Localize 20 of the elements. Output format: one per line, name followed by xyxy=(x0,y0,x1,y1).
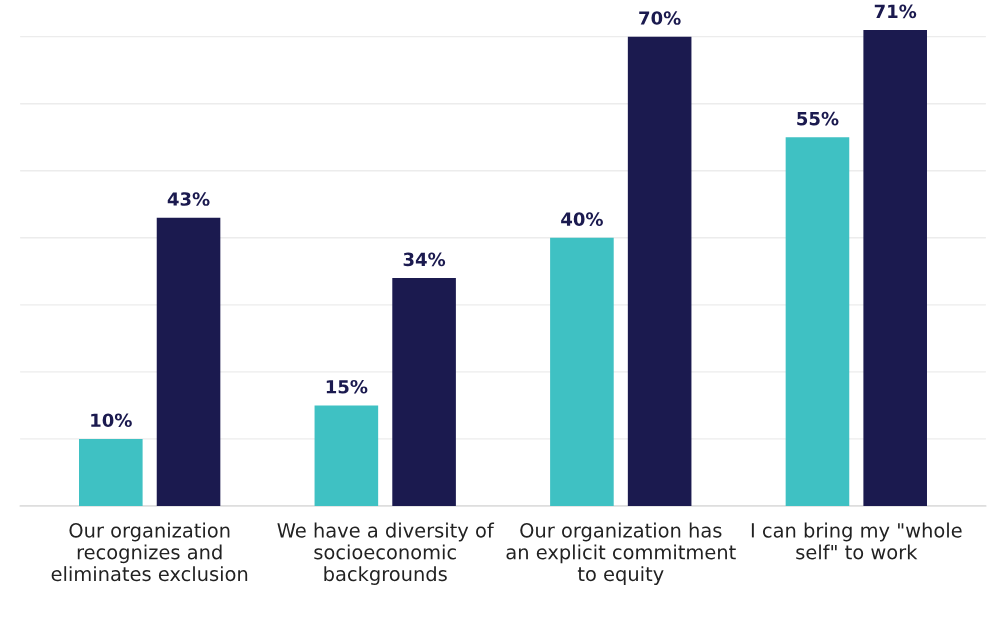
data-label: 34% xyxy=(403,252,446,267)
bar xyxy=(156,217,221,506)
data-label: 43% xyxy=(167,192,210,206)
data-label: 15% xyxy=(326,379,368,394)
x-tick-label: Our organization recognizes and eliminates exclusion xyxy=(51,522,248,582)
bar xyxy=(314,405,379,506)
bar xyxy=(627,36,692,506)
x-tick-label: Our organization has an explicit commitment to equity xyxy=(506,522,736,585)
bar xyxy=(785,137,850,506)
data-label: 70% xyxy=(639,11,681,25)
x-tick-label: I can bring my "whole self" to work xyxy=(751,522,962,560)
data-label: 71% xyxy=(874,4,917,19)
bar xyxy=(392,278,456,506)
bar xyxy=(863,29,927,506)
data-label: 55% xyxy=(797,111,839,126)
data-label: 10% xyxy=(91,413,132,428)
bar xyxy=(79,438,143,506)
data-label: 40% xyxy=(561,212,603,226)
bar xyxy=(550,237,614,506)
x-tick-label: We have a diversity of socioeconomic backgrounds xyxy=(277,522,495,585)
